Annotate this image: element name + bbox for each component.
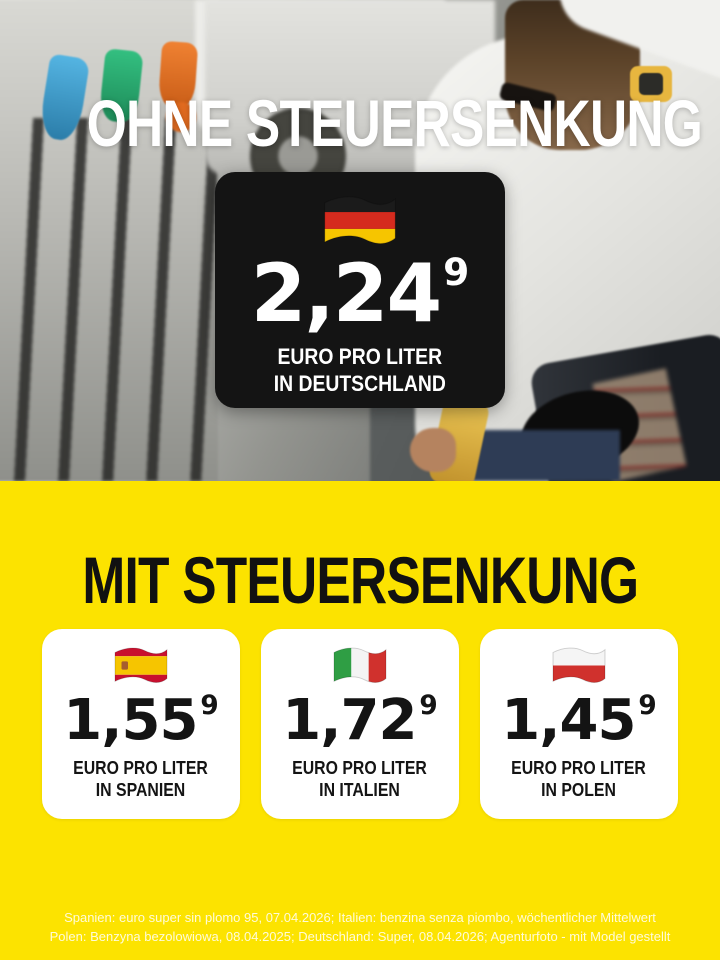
italy-caption-line1: EURO PRO LITER	[292, 757, 428, 778]
poland-price-caption: EURO PRO LITER IN POLEN	[502, 757, 655, 802]
nozzle-knob-orange	[166, 102, 196, 132]
man-jeans	[470, 430, 620, 481]
poland-flag-icon	[551, 646, 607, 685]
spain-price-caption: EURO PRO LITER IN SPANIEN	[64, 757, 217, 802]
headline-with-tax-cut-text: MIT STEUERSENKUNG	[82, 543, 639, 617]
footnote-line-2: Polen: Benzyna bezolowiowa, 08.04.2025; …	[49, 928, 671, 944]
poland-price: 1,45 9	[501, 688, 657, 753]
germany-price-caption: EURO PRO LITER IN DEUTSCHLAND	[262, 343, 458, 398]
italy-price: 1,72 9	[282, 688, 438, 753]
headline-with-tax-cut: MIT STEUERSENKUNG	[0, 547, 720, 613]
italy-price-caption: EURO PRO LITER IN ITALIEN	[283, 757, 436, 802]
germany-price-card: 2,24 9 EURO PRO LITER IN DEUTSCHLAND	[215, 172, 505, 408]
germany-flag-icon	[322, 194, 398, 247]
headline-without-tax-cut-text: OHNE STEUERSENKUNG	[86, 86, 703, 160]
poland-caption-line1: EURO PRO LITER	[511, 757, 647, 778]
germany-price-superscript: 9	[443, 250, 470, 294]
fuel-pump-hoses	[0, 118, 225, 481]
man-hand	[410, 428, 456, 472]
italy-price-card: 1,72 9 EURO PRO LITER IN ITALIEN	[261, 629, 459, 819]
germany-caption-line2: IN DEUTSCHLAND	[273, 371, 447, 397]
germany-caption-line1: EURO PRO LITER	[277, 343, 443, 369]
italy-price-value: 1,72	[282, 688, 417, 753]
poland-caption-line2: IN POLEN	[541, 780, 617, 801]
spain-caption-line2: IN SPANIEN	[96, 780, 186, 801]
spain-price-value: 1,55	[63, 688, 198, 753]
watch-face	[639, 73, 663, 95]
spain-flag-icon	[113, 646, 169, 685]
headline-without-tax-cut: OHNE STEUERSENKUNG	[0, 90, 720, 156]
spain-price-superscript: 9	[200, 690, 219, 721]
with-tax-cut-section: MIT STEUERSENKUNG 1,55 9 EURO PRO LITER …	[0, 481, 720, 960]
germany-price: 2,24 9	[250, 247, 470, 340]
poland-price-superscript: 9	[638, 690, 657, 721]
italy-caption-line2: IN ITALIEN	[319, 780, 401, 801]
germany-price-value: 2,24	[250, 247, 442, 340]
italy-price-superscript: 9	[419, 690, 438, 721]
footnote-line-1: Spanien: euro super sin plomo 95, 07.04.…	[64, 910, 656, 926]
country-cards-row: 1,55 9 EURO PRO LITER IN SPANIEN 1,72 9 …	[42, 629, 678, 819]
source-footnote: Spanien: euro super sin plomo 95, 07.04.…	[0, 909, 720, 946]
poland-price-value: 1,45	[501, 688, 636, 753]
italy-flag-icon	[332, 646, 388, 685]
spain-caption-line1: EURO PRO LITER	[73, 757, 209, 778]
poland-price-card: 1,45 9 EURO PRO LITER IN POLEN	[480, 629, 678, 819]
spain-price-card: 1,55 9 EURO PRO LITER IN SPANIEN	[42, 629, 240, 819]
photo-gas-station: OHNE STEUERSENKUNG 2,24 9 EURO PRO LITER…	[0, 0, 720, 481]
spain-price: 1,55 9	[63, 688, 219, 753]
